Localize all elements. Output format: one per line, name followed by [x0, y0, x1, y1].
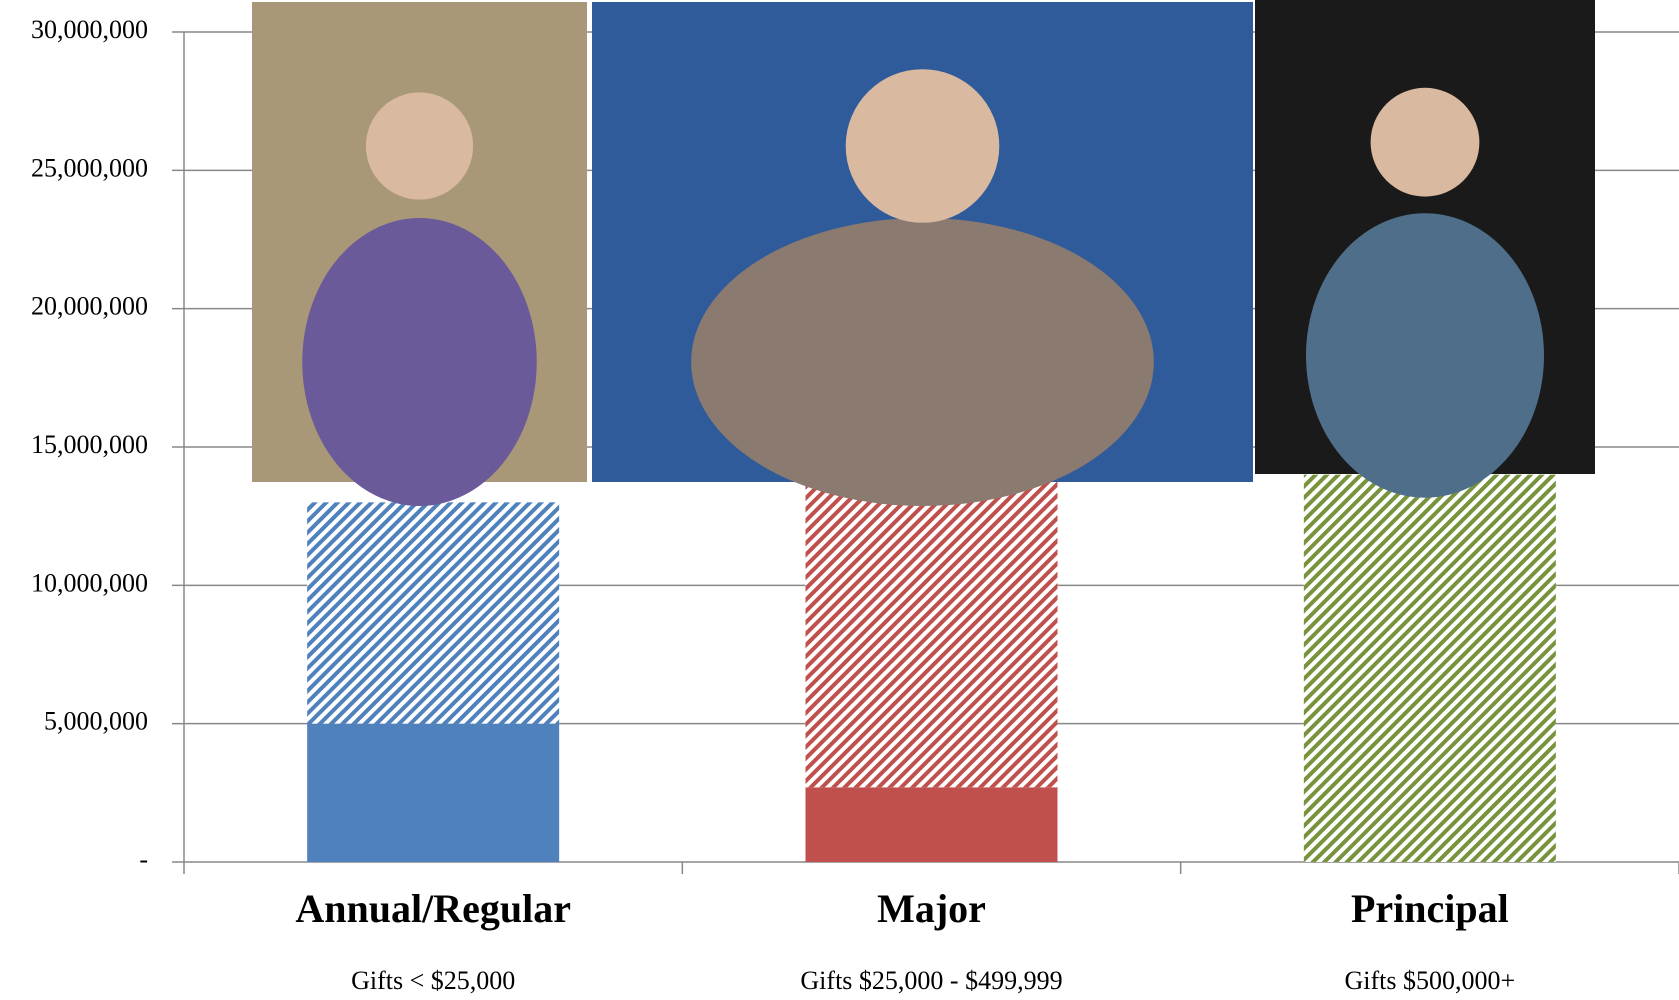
y-tick-label: 20,000,000: [31, 292, 148, 321]
y-tick-label: 30,000,000: [31, 15, 148, 44]
category-note: Gifts < $25,000: [351, 966, 515, 995]
y-tick-label: 25,000,000: [31, 153, 148, 182]
bar-segment: [806, 787, 1058, 862]
photo-figure: [1306, 213, 1544, 497]
y-tick-label: 15,000,000: [31, 430, 148, 459]
y-tick-label: 5,000,000: [44, 707, 148, 736]
x-tick-label: Major: [877, 886, 986, 931]
category-note: Gifts $25,000 - $499,999: [800, 966, 1062, 995]
x-tick-label: Annual/Regular: [295, 886, 571, 931]
bar-segment: [1304, 475, 1556, 862]
bar-segment: [307, 724, 559, 862]
x-tick-label: Principal: [1351, 886, 1509, 931]
bar-segment: [806, 480, 1058, 787]
category-note: Gifts $500,000+: [1344, 966, 1515, 995]
chart: - 5,000,000 10,000,000 15,000,000 20,000,000…: [0, 0, 1679, 1000]
photo-face: [1371, 88, 1480, 197]
photo-figure: [691, 218, 1154, 506]
photo-face: [366, 92, 473, 199]
photo-figure: [302, 218, 537, 506]
y-tick-label: 10,000,000: [31, 568, 148, 597]
bar-segment: [307, 502, 559, 723]
y-tick-label: -: [139, 845, 148, 874]
photo-face: [846, 69, 1000, 223]
